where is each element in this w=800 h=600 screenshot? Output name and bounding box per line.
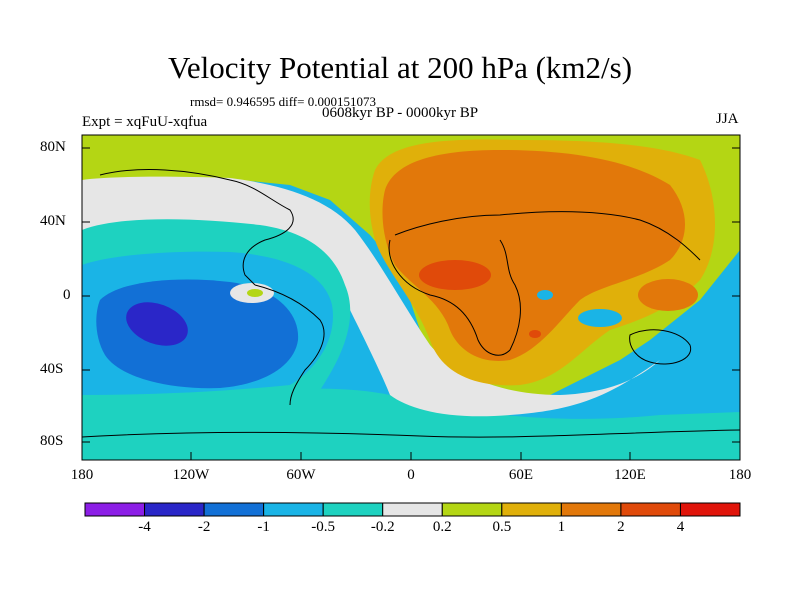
contour-island-indian: [537, 290, 553, 300]
stats-text: rmsd= 0.946595 diff= 0.000151073: [190, 94, 376, 109]
colorbar-label: -0.5: [311, 519, 336, 535]
lon-label: 0: [407, 467, 415, 483]
lon-label: 60W: [286, 467, 316, 483]
lon-label: 180: [728, 467, 752, 483]
lat-label: 40N: [40, 213, 66, 229]
colorbar-label: -1: [257, 519, 270, 535]
coast-africa: [388, 239, 521, 356]
colorbar-label: 0.5: [492, 519, 512, 535]
colorbar-swatch: [84, 502, 146, 517]
colorbar-label: 0.2: [432, 519, 452, 535]
contour-patch-east: [638, 279, 698, 311]
colorbar-label: -2: [197, 519, 211, 535]
colorbar-label: 2: [617, 519, 625, 535]
coast-australia: [629, 329, 692, 365]
contour-core-pos-africa: [419, 260, 491, 290]
axis-ticks: [81, 147, 741, 460]
lon-label: 120E: [614, 467, 646, 483]
colorbar-label: 1: [557, 519, 566, 535]
colorbar-swatch: [679, 502, 741, 517]
contour-core-neg: [126, 302, 188, 346]
contour-island-caribbean-green: [247, 289, 263, 297]
contour-field: [82, 135, 740, 460]
lat-label: 40S: [40, 361, 64, 377]
colorbar-label: -0.2: [370, 519, 395, 535]
colorbar: [84, 502, 741, 517]
coastlines: [82, 169, 740, 438]
lon-label: 180: [70, 467, 94, 483]
colorbar-swatch: [144, 502, 205, 517]
contour-core-pos-small: [529, 330, 541, 338]
season-text: JJA: [716, 111, 739, 127]
colorbar-swatch: [263, 502, 324, 517]
contour-teal-south: [82, 388, 740, 460]
colorbar-swatch: [382, 502, 443, 517]
colorbar-label: -4: [138, 519, 151, 535]
contour-island-indian-teal: [578, 309, 622, 327]
lon-label: 120W: [172, 467, 210, 483]
lat-label: 0: [63, 287, 71, 303]
colorbar-label: 4: [676, 519, 685, 535]
page-title: Velocity Potential at 200 hPa (km2/s): [167, 50, 633, 85]
coast-north-america: [99, 169, 294, 286]
coast-antarctica: [82, 429, 740, 438]
coast-eurasia: [394, 211, 701, 261]
experiment-text: Expt = xqFuU-xqfua: [82, 114, 208, 130]
lon-label: 60E: [508, 467, 534, 483]
colorbar-swatch: [203, 502, 265, 517]
lat-label: 80N: [40, 139, 66, 155]
contour-neutral: [82, 176, 660, 417]
colorbar-swatch: [560, 502, 622, 517]
colorbar-swatch: [441, 502, 503, 517]
colorbar-swatch: [501, 502, 562, 517]
lat-label: 80S: [40, 433, 64, 449]
colorbar-swatch: [620, 502, 681, 517]
period-text: 0608kyr BP - 0000kyr BP: [322, 105, 479, 121]
colorbar-swatch: [322, 502, 384, 517]
coast-south-america: [254, 284, 325, 406]
